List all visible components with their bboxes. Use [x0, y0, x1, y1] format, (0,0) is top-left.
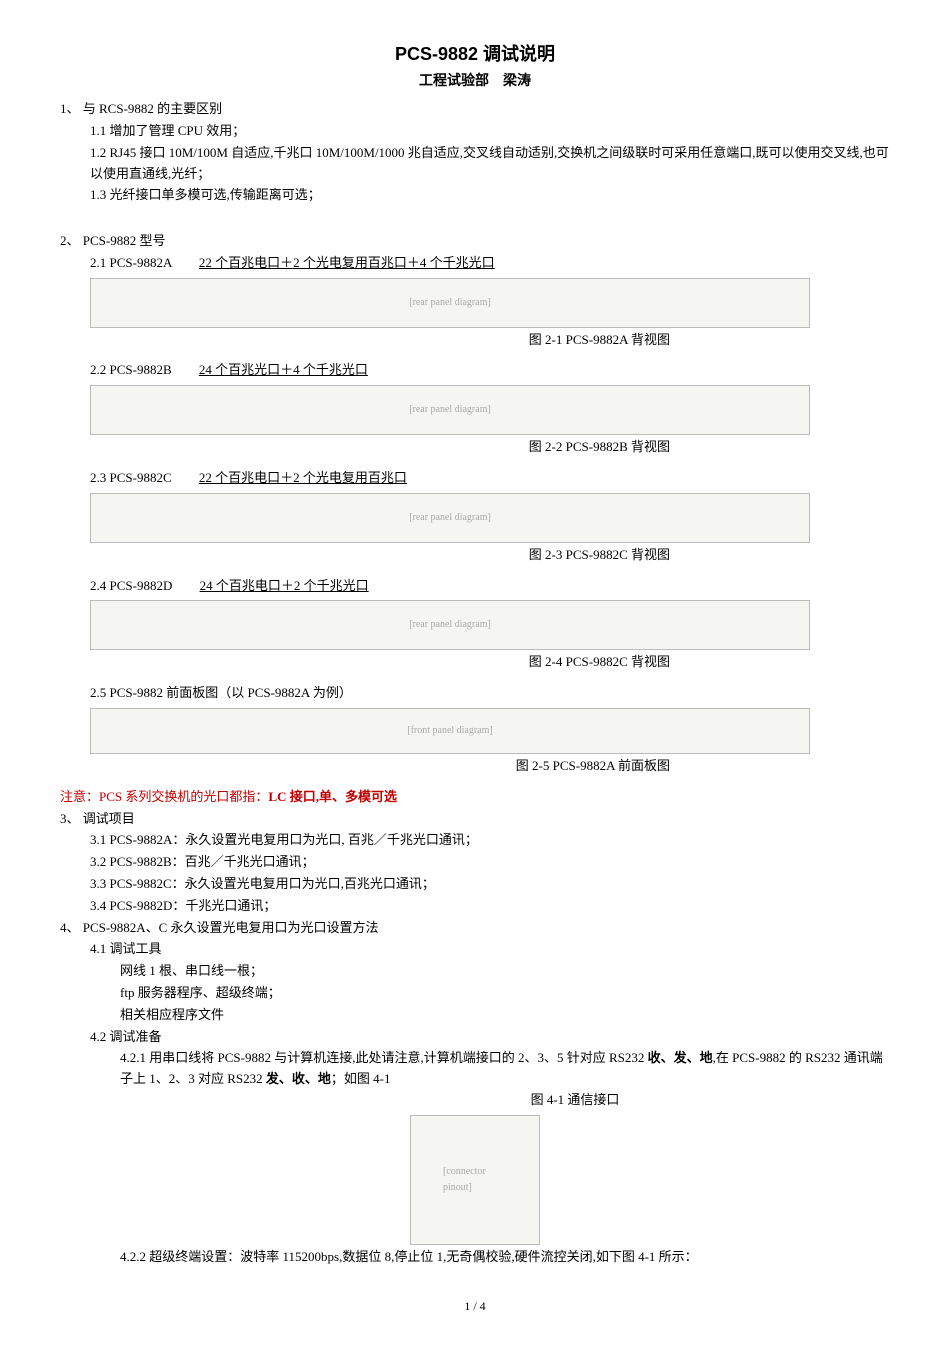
section-4-2-1-b1: 收、发、地 [648, 1050, 713, 1065]
figure-2-2-caption: 图 2-2 PCS-9882B 背视图 [90, 437, 810, 458]
section-4-2-2: 4.2.2 超级终端设置：波特率 115200bps,数据位 8,停止位 1,无… [120, 1247, 890, 1268]
figure-2-3-image [90, 493, 810, 543]
model-2-5-label: 2.5 PCS-9882 前面板图（以 PCS-9882A 为例） [90, 683, 890, 704]
section-4-heading: 4、 PCS-9882A、C 永久设置光电复用口为光口设置方法 [60, 918, 890, 939]
model-2-3: 2.3 PCS-9882C 22 个百兆电口＋2 个光电复用百兆口 [90, 468, 890, 489]
doc-subtitle: 工程试验部 梁涛 [60, 69, 890, 91]
figure-2-5-image [90, 708, 810, 754]
section-2-heading: 2、 PCS-9882 型号 [60, 231, 890, 252]
section-4-2-1-post: ；如图 4-1 [331, 1071, 391, 1086]
section-3-item-3: 3.3 PCS-9882C：永久设置光电复用口为光口,百兆光口通讯； [90, 874, 890, 895]
section-4-1-a: 网线 1 根、串口线一根； [120, 961, 890, 982]
section-1-heading: 1、 与 RCS-9882 的主要区别 [60, 99, 890, 120]
section-1-item-1: 1.1 增加了管理 CPU 效用； [90, 121, 890, 142]
figure-2-4-caption: 图 2-4 PCS-9882C 背视图 [90, 652, 810, 673]
model-2-3-label: 2.3 PCS-9882C [90, 470, 172, 485]
model-2-4: 2.4 PCS-9882D 24 个百兆电口＋2 个千兆光口 [90, 576, 890, 597]
figure-2-2-image [90, 385, 810, 435]
model-2-4-label: 2.4 PCS-9882D [90, 578, 172, 593]
section-4-2-1-pre: 4.2.1 用串口线将 PCS-9882 与计算机连接,此处请注意,计算机端接口… [120, 1050, 648, 1065]
model-2-1-label: 2.1 PCS-9882A [90, 255, 172, 270]
page-number: 1 / 4 [60, 1297, 890, 1316]
note-lc-bold: LC 接口,单、多模可选 [268, 789, 397, 804]
figure-4-1-caption: 图 4-1 通信接口 [160, 1090, 950, 1111]
section-1-item-2: 1.2 RJ45 接口 10M/100M 自适应,千兆口 10M/100M/10… [90, 143, 890, 185]
model-2-3-desc: 22 个百兆电口＋2 个光电复用百兆口 [199, 470, 407, 485]
model-2-1-desc: 22 个百兆电口＋2 个光电复用百兆口＋4 个千兆光口 [199, 255, 495, 270]
section-4-1-b: ftp 服务器程序、超级终端； [120, 983, 890, 1004]
figure-2-3-caption: 图 2-3 PCS-9882C 背视图 [90, 545, 810, 566]
section-3-heading: 3、 调试项目 [60, 809, 890, 830]
model-2-2: 2.2 PCS-9882B 24 个百兆光口＋4 个千兆光口 [90, 360, 890, 381]
model-2-2-desc: 24 个百兆光口＋4 个千兆光口 [199, 362, 368, 377]
section-1-item-3: 1.3 光纤接口单多模可选,传输距离可选； [90, 185, 890, 206]
figure-2-1-image [90, 278, 810, 328]
section-3-item-4: 3.4 PCS-9882D：千兆光口通讯； [90, 896, 890, 917]
section-4-2-1: 4.2.1 用串口线将 PCS-9882 与计算机连接,此处请注意,计算机端接口… [120, 1048, 890, 1090]
section-4-2-heading: 4.2 调试准备 [90, 1027, 890, 1048]
section-4-2-1-b2: 发、收、地 [266, 1071, 331, 1086]
figure-4-1-image [410, 1115, 540, 1245]
figure-2-1-caption: 图 2-1 PCS-9882A 背视图 [90, 330, 810, 351]
model-2-2-label: 2.2 PCS-9882B [90, 362, 172, 377]
figure-2-5-caption: 图 2-5 PCS-9882A 前面板图 [90, 756, 810, 777]
section-4-1-c: 相关相应程序文件 [120, 1005, 890, 1026]
model-2-4-desc: 24 个百兆电口＋2 个千兆光口 [200, 578, 369, 593]
section-3-item-2: 3.2 PCS-9882B：百兆／千兆光口通讯； [90, 852, 890, 873]
figure-2-4-image [90, 600, 810, 650]
note-lc-prefix: 注意：PCS 系列交换机的光口都指： [60, 789, 268, 804]
model-2-1: 2.1 PCS-9882A 22 个百兆电口＋2 个光电复用百兆口＋4 个千兆光… [90, 253, 890, 274]
section-3-item-1: 3.1 PCS-9882A：永久设置光电复用口为光口, 百兆／千兆光口通讯； [90, 830, 890, 851]
section-4-1-heading: 4.1 调试工具 [90, 939, 890, 960]
doc-title: PCS-9882 调试说明 [60, 40, 890, 69]
note-lc: 注意：PCS 系列交换机的光口都指：LC 接口,单、多模可选 [60, 787, 890, 808]
